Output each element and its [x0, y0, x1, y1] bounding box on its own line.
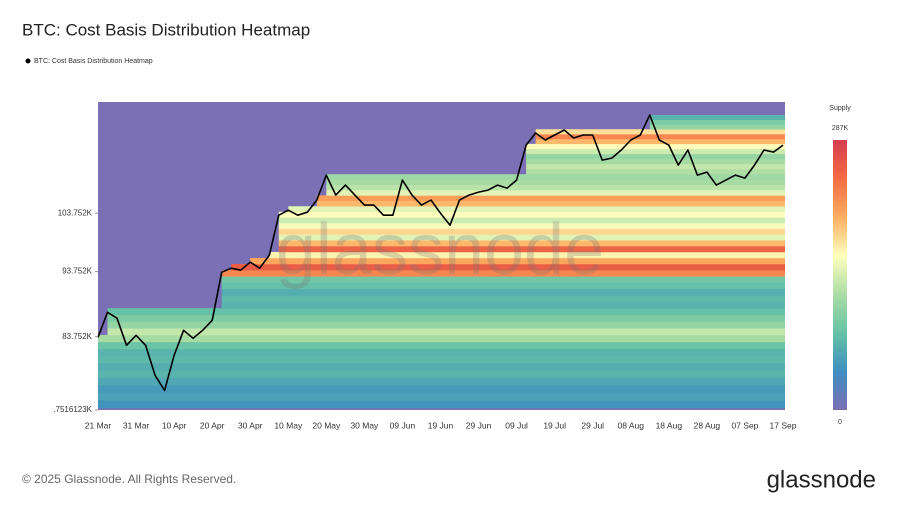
heatmap-cell	[98, 363, 785, 371]
x-tick-label: 10 May	[274, 420, 303, 430]
heatmap-cell	[98, 348, 785, 357]
x-tick-label: 29 Jul	[581, 420, 604, 430]
heatmap-cell	[526, 169, 785, 175]
x-tick-label: 20 Apr	[200, 420, 225, 430]
heatmap-cell	[250, 257, 785, 265]
heatmap-cell	[649, 124, 785, 130]
x-tick-label: 10 Apr	[162, 420, 187, 430]
heatmap-cell	[278, 240, 785, 247]
x-tick-label: 09 Jul	[505, 420, 528, 430]
x-tick-label: 07 Sep	[731, 420, 758, 430]
x-tick-label: 31 Mar	[123, 420, 150, 430]
heatmap-cell	[98, 385, 785, 393]
heatmap-cell	[316, 200, 785, 207]
x-tick-label: 17 Sep	[770, 420, 797, 430]
legend-marker	[25, 58, 31, 64]
x-tick-label: 21 Mar	[85, 420, 112, 430]
colorbar-tick-label: 0	[838, 419, 842, 426]
colorbar	[833, 140, 847, 410]
heatmap-cell	[221, 295, 786, 302]
y-tick-label: 93.752K	[62, 267, 92, 276]
heatmap-cell	[326, 174, 785, 180]
logo: glassnode	[767, 466, 876, 493]
chart-title: BTC: Cost Basis Distribution Heatmap	[22, 20, 310, 39]
heatmap-cell	[316, 195, 785, 202]
heatmap-cell	[107, 328, 785, 336]
heatmap-cell	[649, 114, 785, 120]
heatmap-cell	[326, 179, 785, 185]
heatmap-cell	[278, 211, 785, 218]
heatmap-cell	[649, 119, 785, 125]
heatmap-cell	[221, 288, 786, 296]
x-tick-label: 08 Aug	[618, 420, 645, 430]
heatmap-cell	[278, 234, 785, 241]
x-tick-label: 09 Jun	[390, 420, 416, 430]
heatmap-cell	[221, 282, 786, 290]
heatmap-cell	[278, 217, 785, 224]
heatmap-cell	[535, 129, 785, 135]
heatmap-cell	[98, 355, 785, 364]
price-line	[97, 114, 784, 392]
heatmap-cell	[288, 206, 785, 213]
heatmap-cell	[98, 377, 785, 386]
heatmap-cell	[526, 143, 785, 150]
x-tick-label: 28 Aug	[694, 420, 721, 430]
heatmap-cell	[231, 263, 785, 271]
heatmap-cell	[278, 222, 785, 229]
heatmap-cell	[326, 189, 785, 196]
heatmap-cell	[535, 138, 785, 145]
heatmap-cell	[221, 276, 786, 283]
heatmap-cell	[98, 400, 785, 409]
heatmap-cell	[107, 314, 785, 322]
colorbar-title: Supply	[829, 105, 851, 112]
y-tick-label: 83.752K	[62, 332, 92, 341]
heatmap-cell	[98, 334, 785, 343]
heatmap-cell	[98, 392, 785, 401]
heatmap-cell	[535, 134, 785, 140]
colorbar-tick-label: 287K	[832, 125, 849, 132]
heatmap-cell	[107, 321, 785, 329]
heatmap-cell	[269, 251, 785, 259]
x-tick-label: 19 Jul	[543, 420, 566, 430]
x-tick-label: 19 Jun	[428, 420, 454, 430]
y-tick-label: 103.752K	[58, 208, 93, 217]
x-tick-label: 18 Aug	[656, 420, 683, 430]
heatmap-cell	[526, 158, 785, 165]
heatmap-cell	[526, 163, 785, 170]
x-tick-label: 30 Apr	[238, 420, 263, 430]
heatmap-cell	[278, 228, 785, 235]
heatmap-cell	[221, 301, 786, 309]
heatmap-cell	[221, 270, 786, 277]
plot-area	[97, 102, 786, 410]
x-tick-label: 29 Jun	[466, 420, 492, 430]
heatmap-cell	[278, 246, 785, 253]
heatmap-cell	[98, 370, 785, 378]
heatmap-cell	[107, 308, 785, 316]
x-tick-label: 20 May	[312, 420, 341, 430]
heatmap-cell	[98, 341, 785, 350]
heatmap-cell	[526, 153, 785, 160]
legend-label: BTC: Cost Basis Distribution Heatmap	[34, 58, 153, 65]
watermark: glassnode	[276, 210, 604, 290]
heatmap-cell	[526, 148, 785, 155]
heatmap-cell	[326, 184, 785, 191]
footer: © 2025 Glassnode. All Rights Reserved.	[22, 472, 236, 486]
x-tick-label: 30 May	[350, 420, 379, 430]
y-tick-label: .7516123K	[53, 405, 92, 414]
